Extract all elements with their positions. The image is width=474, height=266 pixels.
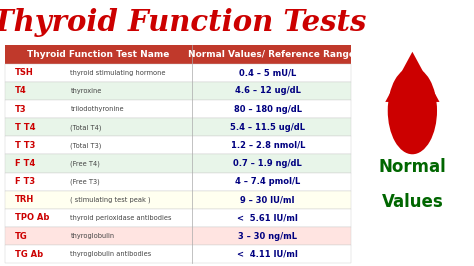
Bar (5, 100, 351, 118)
Bar (5, 227, 351, 245)
Bar (5, 136, 351, 155)
Text: thyroglobulin: thyroglobulin (71, 233, 115, 239)
Text: ( stimulating test peak ): ( stimulating test peak ) (71, 197, 151, 203)
Text: T T4: T T4 (15, 123, 36, 132)
Text: T4: T4 (15, 86, 27, 95)
Text: <  4.11 IU/ml: < 4.11 IU/ml (237, 250, 298, 259)
Text: 0.4 – 5 mU/L: 0.4 – 5 mU/L (239, 68, 296, 77)
Text: Values: Values (382, 193, 443, 211)
Text: <  5.61 IU/ml: < 5.61 IU/ml (237, 214, 298, 222)
Bar (5, 245, 351, 263)
Text: 9 – 30 IU/ml: 9 – 30 IU/ml (240, 195, 295, 204)
Bar (5, 64, 351, 82)
Bar (5, 173, 351, 191)
Text: 1.2 – 2.8 nmol/L: 1.2 – 2.8 nmol/L (230, 141, 305, 150)
Text: 80 – 180 ng/dL: 80 – 180 ng/dL (234, 105, 302, 114)
Circle shape (388, 67, 437, 154)
Text: TG Ab: TG Ab (15, 250, 43, 259)
Text: 4.6 – 12 ug/dL: 4.6 – 12 ug/dL (235, 86, 301, 95)
Bar (5, 82, 351, 100)
Text: TRH: TRH (15, 195, 35, 204)
Text: thyroglobulin antibodies: thyroglobulin antibodies (71, 251, 152, 257)
Text: F T3: F T3 (15, 177, 35, 186)
Text: Normal: Normal (379, 158, 446, 176)
Bar (5, 45, 351, 64)
Text: 5.4 – 11.5 ug/dL: 5.4 – 11.5 ug/dL (230, 123, 305, 132)
Bar (5, 191, 351, 209)
Text: 3 – 30 ng/mL: 3 – 30 ng/mL (238, 232, 297, 241)
Text: thyroxine: thyroxine (71, 88, 102, 94)
Text: triiodothyronine: triiodothyronine (71, 106, 124, 112)
Text: 0.7 – 1.9 ng/dL: 0.7 – 1.9 ng/dL (233, 159, 302, 168)
Polygon shape (385, 52, 439, 102)
Text: Thyroid Function Test Name: Thyroid Function Test Name (27, 50, 169, 59)
Text: (Total T4): (Total T4) (71, 124, 102, 131)
Text: (Free T3): (Free T3) (71, 178, 100, 185)
Text: (Total T3): (Total T3) (71, 142, 102, 149)
Text: Normal Values/ Reference Range: Normal Values/ Reference Range (188, 50, 355, 59)
Bar (5, 118, 351, 136)
Text: T3: T3 (15, 105, 27, 114)
Text: thyroid perioxidase antibodies: thyroid perioxidase antibodies (71, 215, 172, 221)
Text: Thyroid Function Tests: Thyroid Function Tests (0, 8, 366, 37)
Text: (Free T4): (Free T4) (71, 160, 100, 167)
Text: thyroid stimulating hormone: thyroid stimulating hormone (71, 70, 166, 76)
Text: T T3: T T3 (15, 141, 36, 150)
Text: TSH: TSH (15, 68, 34, 77)
Bar (5, 209, 351, 227)
Text: TG: TG (15, 232, 28, 241)
Text: F T4: F T4 (15, 159, 36, 168)
Text: TPO Ab: TPO Ab (15, 214, 49, 222)
Bar (5, 155, 351, 173)
Text: 4 – 7.4 pmol/L: 4 – 7.4 pmol/L (235, 177, 301, 186)
